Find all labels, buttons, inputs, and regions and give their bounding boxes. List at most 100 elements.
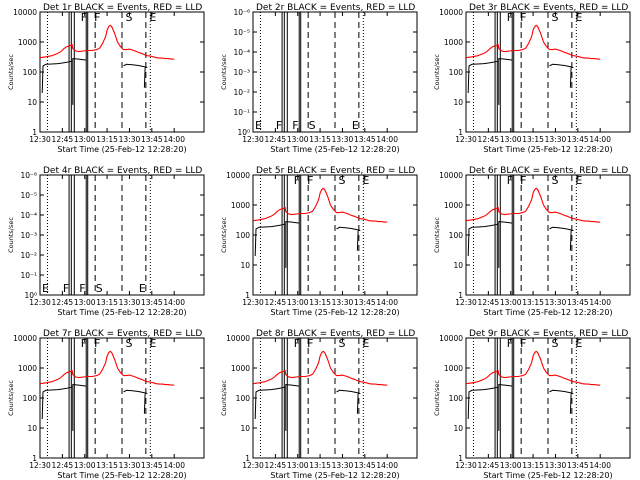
events-series-line bbox=[254, 386, 286, 420]
marker-letter: F bbox=[507, 337, 513, 350]
x-tick-label: 12:30 bbox=[242, 135, 264, 144]
x-axis-label: Start Time (25-Feb-12 12:28:20) bbox=[483, 471, 612, 480]
x-tick-label: 13:45 bbox=[354, 298, 376, 307]
y-tick-label: 10000 bbox=[439, 171, 463, 180]
x-axis-label: Start Time (25-Feb-12 12:28:20) bbox=[270, 145, 399, 154]
x-tick-label: 12:30 bbox=[455, 298, 477, 307]
events-series-line bbox=[467, 60, 499, 94]
marker-letter: S bbox=[338, 337, 345, 350]
marker-letter: F bbox=[81, 11, 87, 24]
x-tick-label: 14:00 bbox=[589, 298, 611, 307]
x-tick-label: 14:00 bbox=[163, 461, 185, 470]
events-series-line bbox=[498, 384, 513, 431]
marker-letter: F bbox=[307, 174, 313, 187]
marker-letter: E bbox=[139, 282, 146, 295]
x-tick-label: 14:00 bbox=[163, 135, 185, 144]
panel-title: Det 4r BLACK = Events, RED = LLD bbox=[43, 166, 202, 176]
y-tick-label: 1000 bbox=[231, 201, 250, 210]
y-tick-label: 100 bbox=[449, 394, 464, 403]
y-tick-label: 10 bbox=[453, 98, 463, 107]
x-tick-label: 13:15 bbox=[309, 461, 331, 470]
y-tick-label: 10⁻⁵ bbox=[233, 28, 250, 37]
events-series-line bbox=[498, 58, 513, 105]
marker-letter: S bbox=[96, 282, 103, 295]
y-tick-label: 100 bbox=[449, 231, 464, 240]
x-tick-label: 13:00 bbox=[500, 461, 522, 470]
x-tick-label: 12:30 bbox=[29, 298, 51, 307]
x-tick-label: 12:45 bbox=[52, 461, 74, 470]
y-tick-label: 1 bbox=[458, 454, 463, 463]
events-series-line bbox=[356, 230, 359, 251]
marker-letter: F bbox=[294, 337, 300, 350]
y-tick-label: 1000 bbox=[444, 201, 463, 210]
events-series-line bbox=[143, 67, 146, 88]
x-axis-label: Start Time (25-Feb-12 12:28:20) bbox=[57, 308, 186, 317]
y-tick-label: 1 bbox=[245, 291, 250, 300]
panel-6: Det 6r BLACK = Events, RED = LLD 1 10 100 10… bbox=[433, 166, 631, 317]
y-tick-label: 1 bbox=[458, 291, 463, 300]
events-series-line bbox=[467, 223, 499, 257]
x-tick-label: 13:30 bbox=[119, 135, 141, 144]
x-tick-label: 13:00 bbox=[287, 135, 309, 144]
x-tick-label: 13:45 bbox=[141, 298, 163, 307]
y-tick-label: 10⁻² bbox=[233, 88, 250, 97]
y-tick-label: 10⁰ bbox=[24, 291, 37, 300]
y-tick-label: 1000 bbox=[18, 364, 37, 373]
y-tick-label: 100 bbox=[236, 394, 251, 403]
x-tick-label: 13:30 bbox=[332, 461, 354, 470]
y-tick-label: 10 bbox=[453, 424, 463, 433]
x-axis-label: Start Time (25-Feb-12 12:28:20) bbox=[483, 308, 612, 317]
y-tick-label: 10⁻² bbox=[20, 251, 37, 260]
panel-4: Det 4r BLACK = Events, RED = LLD 10⁰ 10⁻¹ 1… bbox=[7, 166, 205, 317]
x-tick-label: 12:30 bbox=[29, 135, 51, 144]
events-series-line bbox=[569, 230, 572, 251]
y-tick-label: 10⁻⁴ bbox=[20, 211, 37, 220]
panel-2: Det 2r BLACK = Events, RED = LLD 10⁰ 10⁻¹ 1… bbox=[220, 3, 418, 154]
y-tick-label: 1 bbox=[458, 128, 463, 137]
y-tick-label: 100 bbox=[236, 231, 251, 240]
marker-letter: E bbox=[575, 174, 582, 187]
events-series-line bbox=[72, 58, 87, 105]
panel-title: Det 6r BLACK = Events, RED = LLD bbox=[469, 166, 628, 176]
x-tick-label: 12:30 bbox=[242, 298, 264, 307]
y-axis-label: Counts/sec bbox=[433, 54, 441, 90]
panel-title: Det 7r BLACK = Events, RED = LLD bbox=[43, 329, 202, 339]
marker-letter: S bbox=[338, 174, 345, 187]
y-tick-label: 10⁻⁵ bbox=[20, 191, 37, 200]
x-tick-label: 14:00 bbox=[163, 298, 185, 307]
lld-series-line bbox=[465, 187, 601, 223]
marker-letter: F bbox=[520, 174, 526, 187]
y-tick-label: 1 bbox=[245, 454, 250, 463]
y-tick-label: 10 bbox=[240, 424, 250, 433]
panel-title: Det 9r BLACK = Events, RED = LLD bbox=[469, 329, 628, 339]
x-tick-label: 13:00 bbox=[500, 135, 522, 144]
events-series-line bbox=[569, 393, 572, 414]
x-axis-label: Start Time (25-Feb-12 12:28:20) bbox=[57, 145, 186, 154]
events-series-line bbox=[41, 60, 73, 94]
x-tick-label: 13:30 bbox=[119, 298, 141, 307]
x-tick-label: 12:45 bbox=[265, 298, 287, 307]
x-tick-label: 13:00 bbox=[500, 298, 522, 307]
x-tick-label: 13:00 bbox=[74, 298, 96, 307]
panel-8: Det 8r BLACK = Events, RED = LLD 1 10 100 10… bbox=[220, 329, 418, 480]
x-tick-label: 13:45 bbox=[141, 135, 163, 144]
lld-series-line bbox=[39, 24, 175, 60]
y-axis-label: Counts/sec bbox=[220, 380, 228, 416]
y-tick-label: 1 bbox=[32, 454, 37, 463]
events-series-line bbox=[143, 393, 146, 414]
x-tick-label: 13:45 bbox=[354, 461, 376, 470]
marker-letter: F bbox=[63, 282, 69, 295]
events-series-line bbox=[336, 226, 361, 232]
x-tick-label: 12:45 bbox=[265, 135, 287, 144]
x-axis-label: Start Time (25-Feb-12 12:28:20) bbox=[270, 471, 399, 480]
marker-letter: S bbox=[551, 174, 558, 187]
x-tick-label: 12:30 bbox=[242, 461, 264, 470]
events-series-line bbox=[123, 63, 148, 69]
events-series-line bbox=[285, 384, 300, 431]
lld-series-line bbox=[39, 350, 175, 386]
panel-title: Det 1r BLACK = Events, RED = LLD bbox=[43, 3, 202, 13]
marker-letter: F bbox=[507, 11, 513, 24]
events-series-line bbox=[41, 386, 73, 420]
y-tick-label: 10000 bbox=[13, 8, 37, 17]
x-tick-label: 12:45 bbox=[265, 461, 287, 470]
